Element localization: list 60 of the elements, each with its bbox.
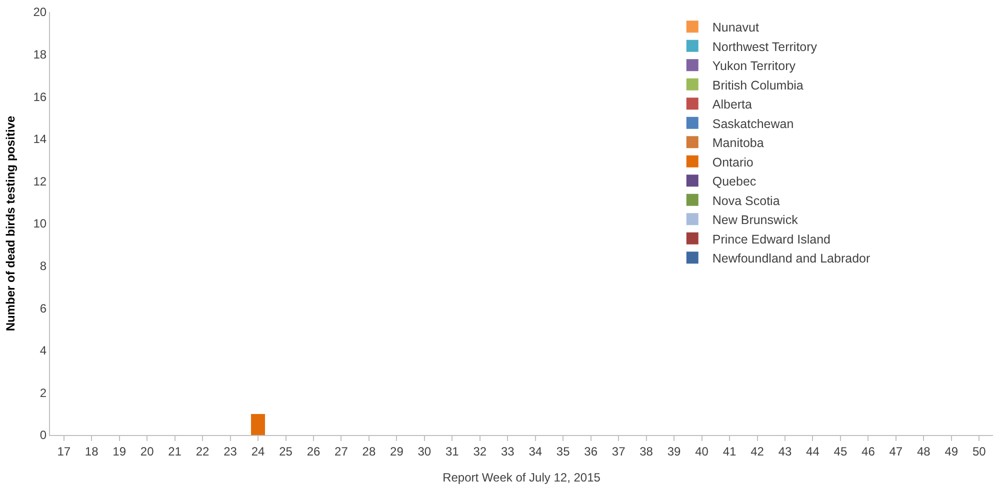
x-tick-label: 38 <box>640 444 654 458</box>
legend-label: Newfoundland and Labrador <box>712 252 870 266</box>
legend-label: New Brunswick <box>712 213 799 227</box>
x-tick-label: 26 <box>306 444 320 458</box>
x-tick-label: 18 <box>84 444 99 458</box>
y-tick-label: 18 <box>33 48 47 62</box>
legend-label: Saskatchewan <box>712 116 794 131</box>
legend-label: Nova Scotia <box>712 194 780 208</box>
x-tick-label: 35 <box>556 444 570 458</box>
legend-label: Yukon Territory <box>712 59 796 73</box>
x-tick-label: 32 <box>473 444 487 458</box>
legend-label: Nunavut <box>712 20 760 34</box>
x-tick-label: 42 <box>750 444 764 458</box>
x-tick-label: 49 <box>944 444 958 458</box>
y-axis-title: Number of dead birds testing positive <box>4 116 18 332</box>
x-tick-label: 20 <box>140 444 154 458</box>
x-tick-label: 17 <box>57 444 71 458</box>
x-tick-label: 34 <box>528 444 542 458</box>
x-tick-label: 28 <box>362 444 376 458</box>
y-tick-label: 14 <box>33 132 47 146</box>
legend-label: Quebec <box>712 174 756 188</box>
x-tick-label: 23 <box>224 444 238 458</box>
x-tick-label: 31 <box>445 444 460 458</box>
x-tick-label: 48 <box>916 444 931 458</box>
x-tick-label: 19 <box>112 444 126 458</box>
y-tick-label: 12 <box>33 174 47 188</box>
x-tick-label: 22 <box>196 444 210 458</box>
x-tick-label: 37 <box>612 444 626 458</box>
x-tick-label: 46 <box>862 444 876 458</box>
x-tick-label: 39 <box>667 444 682 458</box>
legend-label: Northwest Territory <box>712 40 818 54</box>
x-tick-label: 30 <box>418 444 432 458</box>
y-tick-label: 8 <box>40 259 47 273</box>
y-tick-label: 0 <box>40 428 47 442</box>
legend-label: Alberta <box>712 98 752 112</box>
x-tick-label: 29 <box>390 444 404 458</box>
x-tick-label: 43 <box>778 444 792 458</box>
x-tick-label: 27 <box>334 444 348 458</box>
x-tick-label: 47 <box>889 444 903 458</box>
x-tick-label: 41 <box>722 444 737 458</box>
x-tick-label: 24 <box>251 444 266 458</box>
x-tick-label: 40 <box>695 444 709 458</box>
y-tick-label: 10 <box>33 216 47 231</box>
legend-label: Prince Edward Island <box>712 232 831 246</box>
y-tick-label: 6 <box>40 301 47 316</box>
x-tick-label: 25 <box>279 444 293 458</box>
legend-label: Manitoba <box>712 136 764 150</box>
x-tick-label: 33 <box>500 444 515 458</box>
y-tick-label: 16 <box>33 90 47 104</box>
x-tick-label: 44 <box>806 444 820 458</box>
x-tick-label: 45 <box>834 444 848 458</box>
y-tick-label: 20 <box>33 5 47 20</box>
legend-label: Ontario <box>712 155 754 170</box>
x-tick-label: 50 <box>972 444 986 458</box>
legend-label: British Columbia <box>712 78 804 92</box>
x-tick-label: 36 <box>584 444 598 458</box>
y-tick-label: 4 <box>40 344 47 358</box>
y-tick-label: 2 <box>40 386 47 400</box>
x-axis-title: Report Week of July 12, 2015 <box>442 470 601 484</box>
x-tick-label: 21 <box>168 444 182 458</box>
